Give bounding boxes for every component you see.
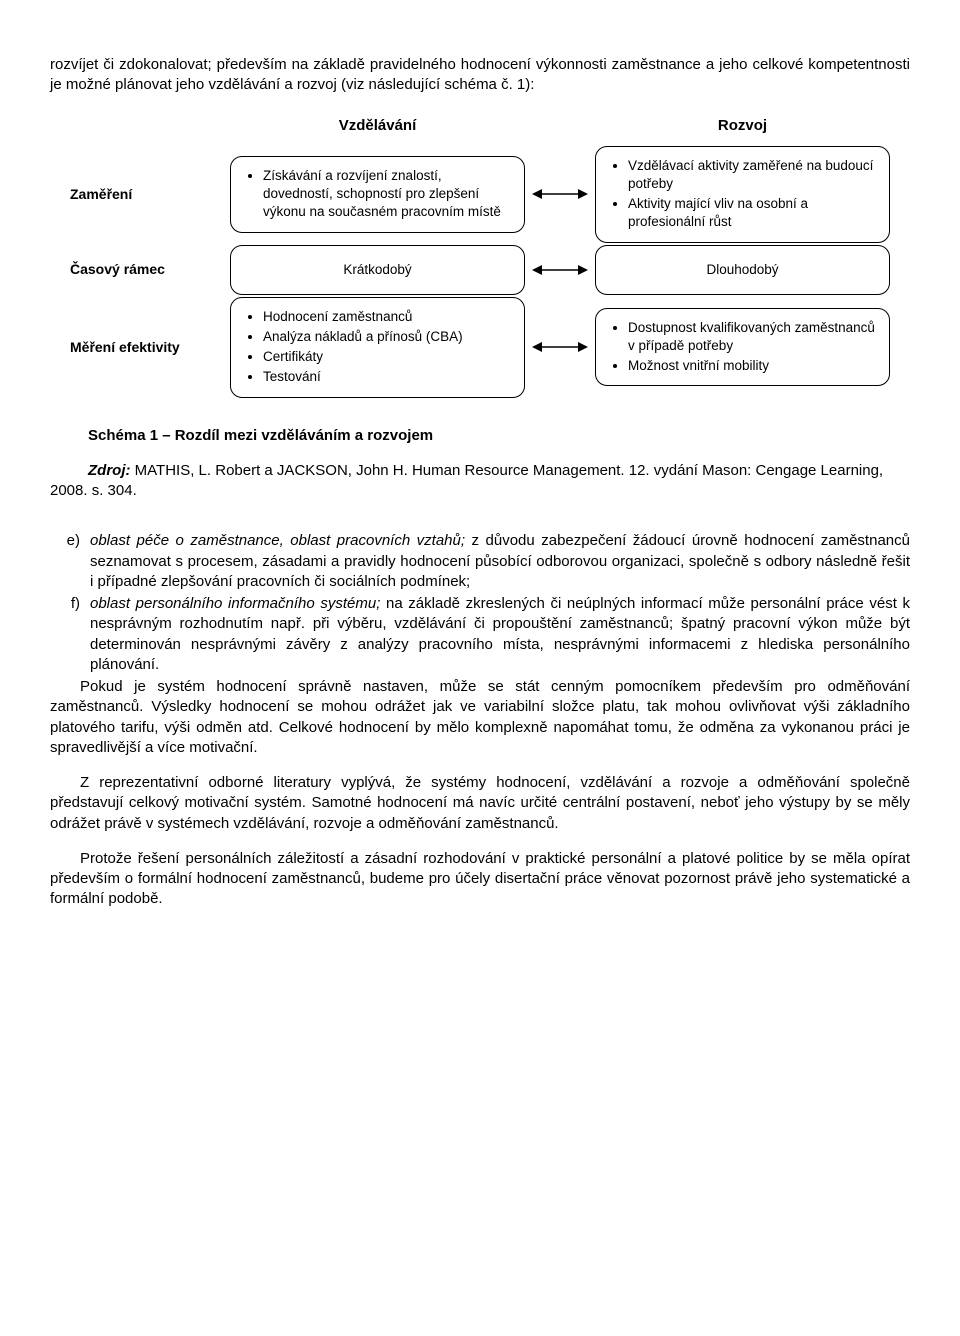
diagram-bullet: Aktivity mající vliv na osobní a profesi…	[628, 195, 875, 231]
body-paragraph-3: Protože řešení personálních záležitostí …	[50, 849, 910, 910]
source-text: MATHIS, L. Robert a JACKSON, John H. Hum…	[50, 462, 883, 499]
diagram-row-casovy-ramec: Časový rámec Krátkodobý Dlouhodobý	[70, 245, 890, 295]
diagram-col1-header: Vzdělávání	[230, 116, 525, 144]
diagram-col2-header: Rozvoj	[595, 116, 890, 144]
diagram-rowlabel: Zaměření	[70, 185, 230, 204]
list-item: e) oblast péče o zaměstnance, oblast pra…	[50, 531, 910, 592]
diagram-row-mereni-efektivity: Měření efektivity Hodnocení zaměstnanců …	[70, 297, 890, 398]
diagram-bullet: Možnost vnitřní mobility	[628, 357, 875, 375]
diagram-bullet: Analýza nákladů a přínosů (CBA)	[263, 328, 463, 346]
double-arrow-icon	[525, 185, 595, 203]
source-label: Zdroj:	[88, 462, 131, 479]
diagram-rowlabel: Měření efektivity	[70, 338, 230, 357]
diagram-bullet: Získávání a rozvíjení znalostí, dovednos…	[263, 167, 510, 222]
double-arrow-icon	[525, 261, 595, 279]
item-f-lead: oblast personálního informačního systému…	[90, 595, 380, 612]
diagram-box-left: Krátkodobý	[230, 245, 525, 295]
list-item: f) oblast personálního informačního syst…	[50, 594, 910, 675]
lettered-list: e) oblast péče o zaměstnance, oblast pra…	[50, 531, 910, 675]
intro-paragraph: rozvíjet či zdokonalovat; především na z…	[50, 55, 910, 96]
diagram-vzdelavani-rozvoj: Vzdělávání Rozvoj Zaměření Získávání a r…	[50, 106, 910, 414]
diagram-box-right: Dostupnost kvalifikovaných zaměstnanců v…	[595, 308, 890, 387]
diagram-bullet: Hodnocení zaměstnanců	[263, 308, 463, 326]
double-arrow-icon	[525, 338, 595, 356]
diagram-box-right: Vzdělávací aktivity zaměřené na budoucí …	[595, 146, 890, 243]
body-paragraph-2: Z reprezentativní odborné literatury vyp…	[50, 773, 910, 834]
diagram-box-left: Hodnocení zaměstnanců Analýza nákladů a …	[230, 297, 525, 398]
item-e-marker: e)	[50, 531, 90, 592]
diagram-row-zameren: Zaměření Získávání a rozvíjení znalostí,…	[70, 146, 890, 243]
diagram-bullet: Certifikáty	[263, 348, 463, 366]
diagram-bullet: Testování	[263, 368, 463, 386]
diagram-rowlabel: Časový rámec	[70, 260, 230, 279]
diagram-bullet: Dostupnost kvalifikovaných zaměstnanců v…	[628, 319, 875, 355]
figure-source: Zdroj: MATHIS, L. Robert a JACKSON, John…	[50, 461, 910, 502]
item-e-lead: oblast péče o zaměstnance, oblast pracov…	[90, 532, 465, 549]
diagram-box-right: Dlouhodobý	[595, 245, 890, 295]
item-f-marker: f)	[50, 594, 90, 675]
diagram-box-left: Získávání a rozvíjení znalostí, dovednos…	[230, 156, 525, 233]
body-paragraph-1: Pokud je systém hodnocení správně nastav…	[50, 677, 910, 758]
figure-caption: Schéma 1 – Rozdíl mezi vzděláváním a roz…	[50, 426, 910, 446]
diagram-bullet: Vzdělávací aktivity zaměřené na budoucí …	[628, 157, 875, 193]
